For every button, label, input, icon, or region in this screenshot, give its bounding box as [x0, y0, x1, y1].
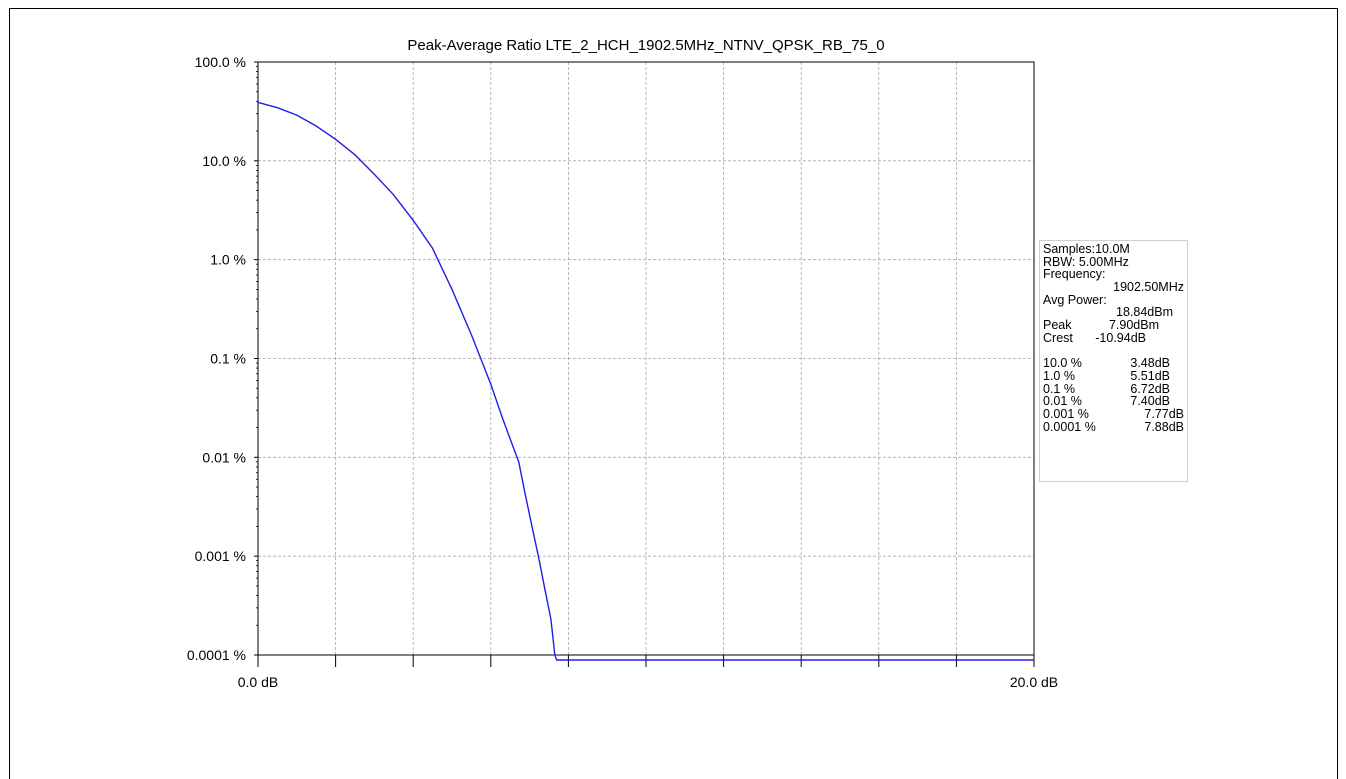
- statistics-panel: Samples:10.0M RBW: 5.00MHz Frequency: 19…: [1039, 240, 1188, 482]
- y-tick-label: 1.0 %: [210, 252, 246, 268]
- report-frame: [9, 8, 1338, 779]
- ccdf-probability: 0.01 %: [1043, 394, 1082, 409]
- avg-power-label-row: Avg Power:: [1043, 292, 1107, 307]
- ccdf-probability: 0.1 %: [1043, 381, 1075, 396]
- ccdf-value: 7.40dB: [1130, 394, 1170, 409]
- ccdf-row: 0.1 % 6.72dB: [1043, 381, 1187, 396]
- avg-power-value-row: 18.84dBm: [1116, 305, 1173, 320]
- y-tick-label: 0.1 %: [210, 351, 246, 367]
- crest-row: Crest -10.94dB: [1043, 330, 1146, 345]
- y-tick-labels: 100.0 % 10.0 % 1.0 % 0.1 % 0.01 % 0.001 % 0.00…: [187, 54, 246, 663]
- ccdf-row: 1.0 % 5.51dB: [1043, 370, 1187, 383]
- ccdf-probability: 10.0 %: [1043, 356, 1082, 371]
- ccdf-row: 10.0 % 3.48dB: [1043, 357, 1187, 370]
- series-layer: [258, 101, 1034, 661]
- samples-row: Samples:10.0M: [1043, 242, 1130, 256]
- chart-title: Peak-Average Ratio LTE_2_HCH_1902.5MHz_N…: [407, 37, 884, 54]
- frequency-label-row: Frequency:: [1043, 267, 1106, 282]
- x-tick-labels: 0.0 dB 20.0 dB: [238, 674, 1058, 690]
- ccdf-row: 0.01 % 7.40dB: [1043, 395, 1187, 408]
- x-tick-label: 20.0 dB: [1010, 674, 1058, 690]
- frequency-value-row: 1902.50MHz: [1113, 280, 1184, 295]
- ccdf-row: 0.0001 % 7.88dB: [1043, 419, 1187, 434]
- ccdf-series-line: [258, 101, 1034, 661]
- ccdf-row: 0.001 % 7.77dB: [1043, 408, 1187, 421]
- y-tick-label: 0.001 %: [195, 548, 246, 564]
- grid-lines: [258, 62, 1034, 655]
- ccdf-table: 10.0 % 3.48dB 1.0 % 5.51dB 0.1 % 6.72dB 0.01 %…: [1043, 357, 1187, 433]
- ccdf-value: 3.48dB: [1130, 356, 1170, 371]
- axes: [254, 61, 1035, 667]
- ccdf-probability: 0.0001 %: [1043, 419, 1096, 434]
- ccdf-value: 5.51dB: [1130, 368, 1170, 383]
- x-tick-label: 0.0 dB: [238, 674, 278, 690]
- ccdf-value: 6.72dB: [1130, 381, 1170, 396]
- ccdf-probability: 0.001 %: [1043, 406, 1089, 421]
- plot-border: [257, 61, 1035, 656]
- ccdf-value: 7.88dB: [1144, 419, 1184, 434]
- y-tick-label: 100.0 %: [195, 54, 246, 70]
- y-tick-label: 0.01 %: [202, 449, 246, 465]
- rbw-row: RBW: 5.00MHz: [1043, 254, 1129, 269]
- y-tick-label: 0.0001 %: [187, 647, 246, 663]
- peak-row: Peak 7.90dBm: [1043, 318, 1159, 333]
- y-tick-label: 10.0 %: [202, 153, 246, 169]
- ccdf-value: 7.77dB: [1144, 406, 1184, 421]
- ccdf-probability: 1.0 %: [1043, 368, 1075, 383]
